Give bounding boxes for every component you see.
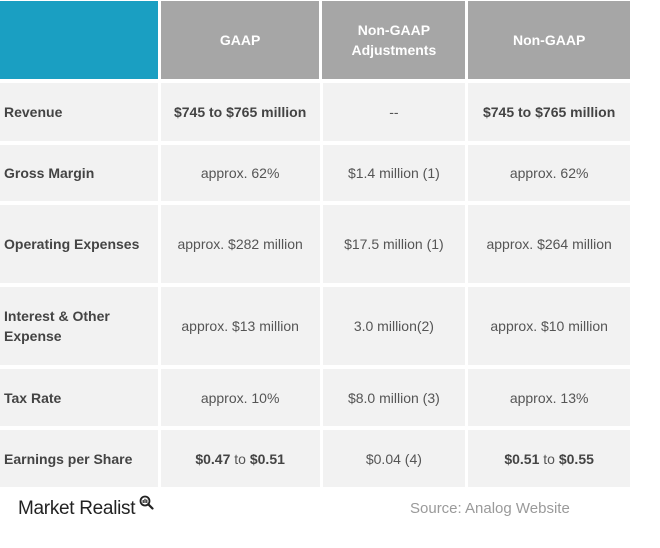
row-label: Gross Margin bbox=[0, 145, 158, 201]
non-gaap-eps-low: $0.51 bbox=[504, 450, 540, 467]
table-row: Interest & Other Expense approx. $13 mil… bbox=[0, 286, 631, 368]
non-gaap-eps-high: $0.55 bbox=[558, 450, 594, 467]
table-row: Gross Margin approx. 62% $1.4 million (1… bbox=[0, 144, 630, 204]
adjustment-value: $17.5 million (1) bbox=[322, 205, 466, 283]
gaap-value: $0.47 to $0.51 bbox=[160, 430, 320, 487]
gaap-value: approx. $282 million bbox=[160, 205, 320, 283]
non-gaap-value: approx. $10 million bbox=[468, 287, 631, 365]
gaap-value: approx. $13 million bbox=[160, 287, 320, 365]
gaap-value: approx. 62% bbox=[160, 145, 320, 201]
row-label: Operating Expenses bbox=[0, 205, 158, 283]
gaap-eps-to: to bbox=[234, 450, 246, 467]
table-row: Operating Expenses approx. $282 million … bbox=[0, 204, 630, 286]
table-row: Tax Rate approx. 10% $8.0 million (3) ap… bbox=[0, 368, 630, 429]
gaap-eps-low: $0.47 bbox=[195, 450, 231, 467]
logo-text: Market Realist bbox=[18, 498, 136, 519]
non-gaap-value: approx. $264 million bbox=[468, 205, 630, 283]
row-label: Earnings per Share bbox=[0, 430, 158, 487]
table-row: Earnings per Share $0.47 to $0.51 $0.04 … bbox=[0, 429, 630, 490]
gaap-eps-high: $0.51 bbox=[249, 450, 285, 467]
footer: Market Realist Source: Analog Website bbox=[0, 488, 660, 548]
row-label: Tax Rate bbox=[0, 369, 158, 426]
non-gaap-eps-to: to bbox=[543, 450, 555, 467]
adjustment-value: $1.4 million (1) bbox=[322, 145, 466, 201]
source-note: Source: Analog Website bbox=[410, 500, 570, 517]
adjustment-value: -- bbox=[322, 83, 466, 141]
adjustment-value: 3.0 million(2) bbox=[322, 287, 466, 365]
non-gaap-value: approx. 62% bbox=[468, 145, 630, 201]
gaap-value: approx. 10% bbox=[160, 369, 320, 426]
header-non-gaap-adjustments: Non-GAAP Adjustments bbox=[322, 1, 466, 79]
header-gaap: GAAP bbox=[160, 1, 320, 79]
non-gaap-value: $745 to $765 million bbox=[468, 83, 630, 141]
row-label: Revenue bbox=[0, 83, 158, 141]
magnifier-icon bbox=[139, 494, 154, 516]
header-non-gaap: Non-GAAP bbox=[468, 1, 630, 79]
market-realist-logo: Market Realist bbox=[18, 495, 154, 520]
guidance-table: GAAP Non-GAAP Adjustments Non-GAAP Reven… bbox=[0, 0, 631, 490]
non-gaap-value: approx. 13% bbox=[468, 369, 630, 426]
table-header: GAAP Non-GAAP Adjustments Non-GAAP bbox=[0, 0, 630, 82]
table-row: Revenue $745 to $765 million -- $745 to … bbox=[0, 82, 630, 144]
non-gaap-value: $0.51 to $0.55 bbox=[468, 430, 630, 487]
adjustment-value: $0.04 (4) bbox=[322, 430, 466, 487]
row-label: Interest & Other Expense bbox=[0, 287, 158, 365]
adjustment-value: $8.0 million (3) bbox=[322, 369, 466, 426]
header-corner bbox=[0, 1, 158, 79]
gaap-value: $745 to $765 million bbox=[160, 83, 320, 141]
